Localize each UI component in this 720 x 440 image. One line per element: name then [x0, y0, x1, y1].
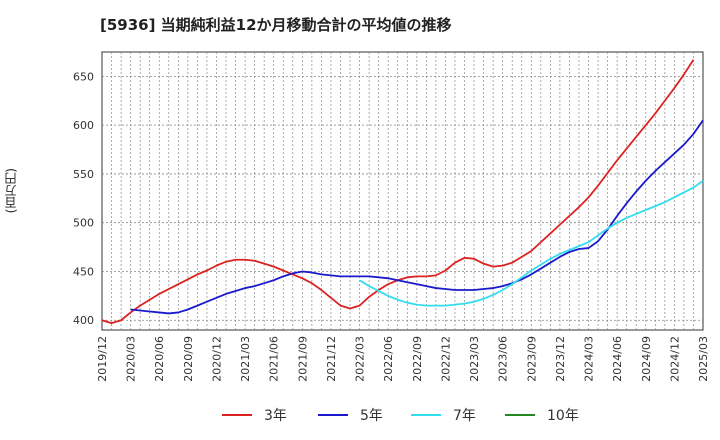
y-tick-labels: 400 450 500 550 600 650: [73, 70, 94, 327]
x-tick-label: 2020/06: [153, 336, 166, 382]
x-tick-label: 2024/12: [668, 336, 681, 382]
y-tick-label: 600: [73, 119, 94, 132]
y-tick-label: 400: [73, 314, 94, 327]
y-tick-label: 650: [73, 70, 94, 83]
x-tick-label: 2019/12: [96, 336, 109, 382]
legend-label: 5年: [360, 408, 383, 424]
x-tick-label: 2024/03: [583, 336, 596, 382]
x-tick-labels: 2019/12 2020/03 2020/06 2020/09 2020/12 2021/…: [96, 336, 710, 382]
x-tick-label: 2023/09: [525, 336, 538, 382]
legend: 3年 5年 7年 10年: [222, 408, 579, 424]
x-tick-label: 2023/03: [468, 336, 481, 382]
x-tick-label: 2020/03: [125, 336, 138, 382]
x-tick-label: 2023/12: [554, 336, 567, 382]
x-tick-label: 2021/06: [268, 336, 281, 382]
grid-lines: [102, 52, 703, 330]
x-tick-label: 2021/09: [296, 336, 309, 382]
x-tick-label: 2023/06: [497, 336, 510, 382]
x-tick-label: 2020/12: [210, 336, 223, 382]
legend-label: 3年: [264, 408, 287, 424]
x-tick-label: 2024/09: [640, 336, 653, 382]
chart-title: [5936] 当期純利益12か月移動合計の平均値の推移: [100, 16, 452, 34]
plot-area: [101, 51, 704, 331]
x-tick-label: 2022/09: [411, 336, 424, 382]
x-tick-label: 2022/12: [439, 336, 452, 382]
x-tick-label: 2024/06: [611, 336, 624, 382]
x-tick-label: 2020/09: [182, 336, 195, 382]
x-tick-label: 2021/12: [325, 336, 338, 382]
series-line-7年: [359, 180, 704, 307]
legend-label: 7年: [453, 408, 476, 424]
y-tick-label: 550: [73, 168, 94, 181]
legend-label: 10年: [547, 408, 579, 424]
y-tick-label: 500: [73, 217, 94, 230]
x-tick-label: 2022/03: [354, 336, 367, 382]
x-tick-label: 2022/06: [382, 336, 395, 382]
x-tick-label: 2021/03: [239, 336, 252, 382]
y-tick-label: 450: [73, 265, 94, 278]
series-lines: [101, 59, 704, 325]
x-tick-label: 2025/03: [697, 336, 710, 382]
